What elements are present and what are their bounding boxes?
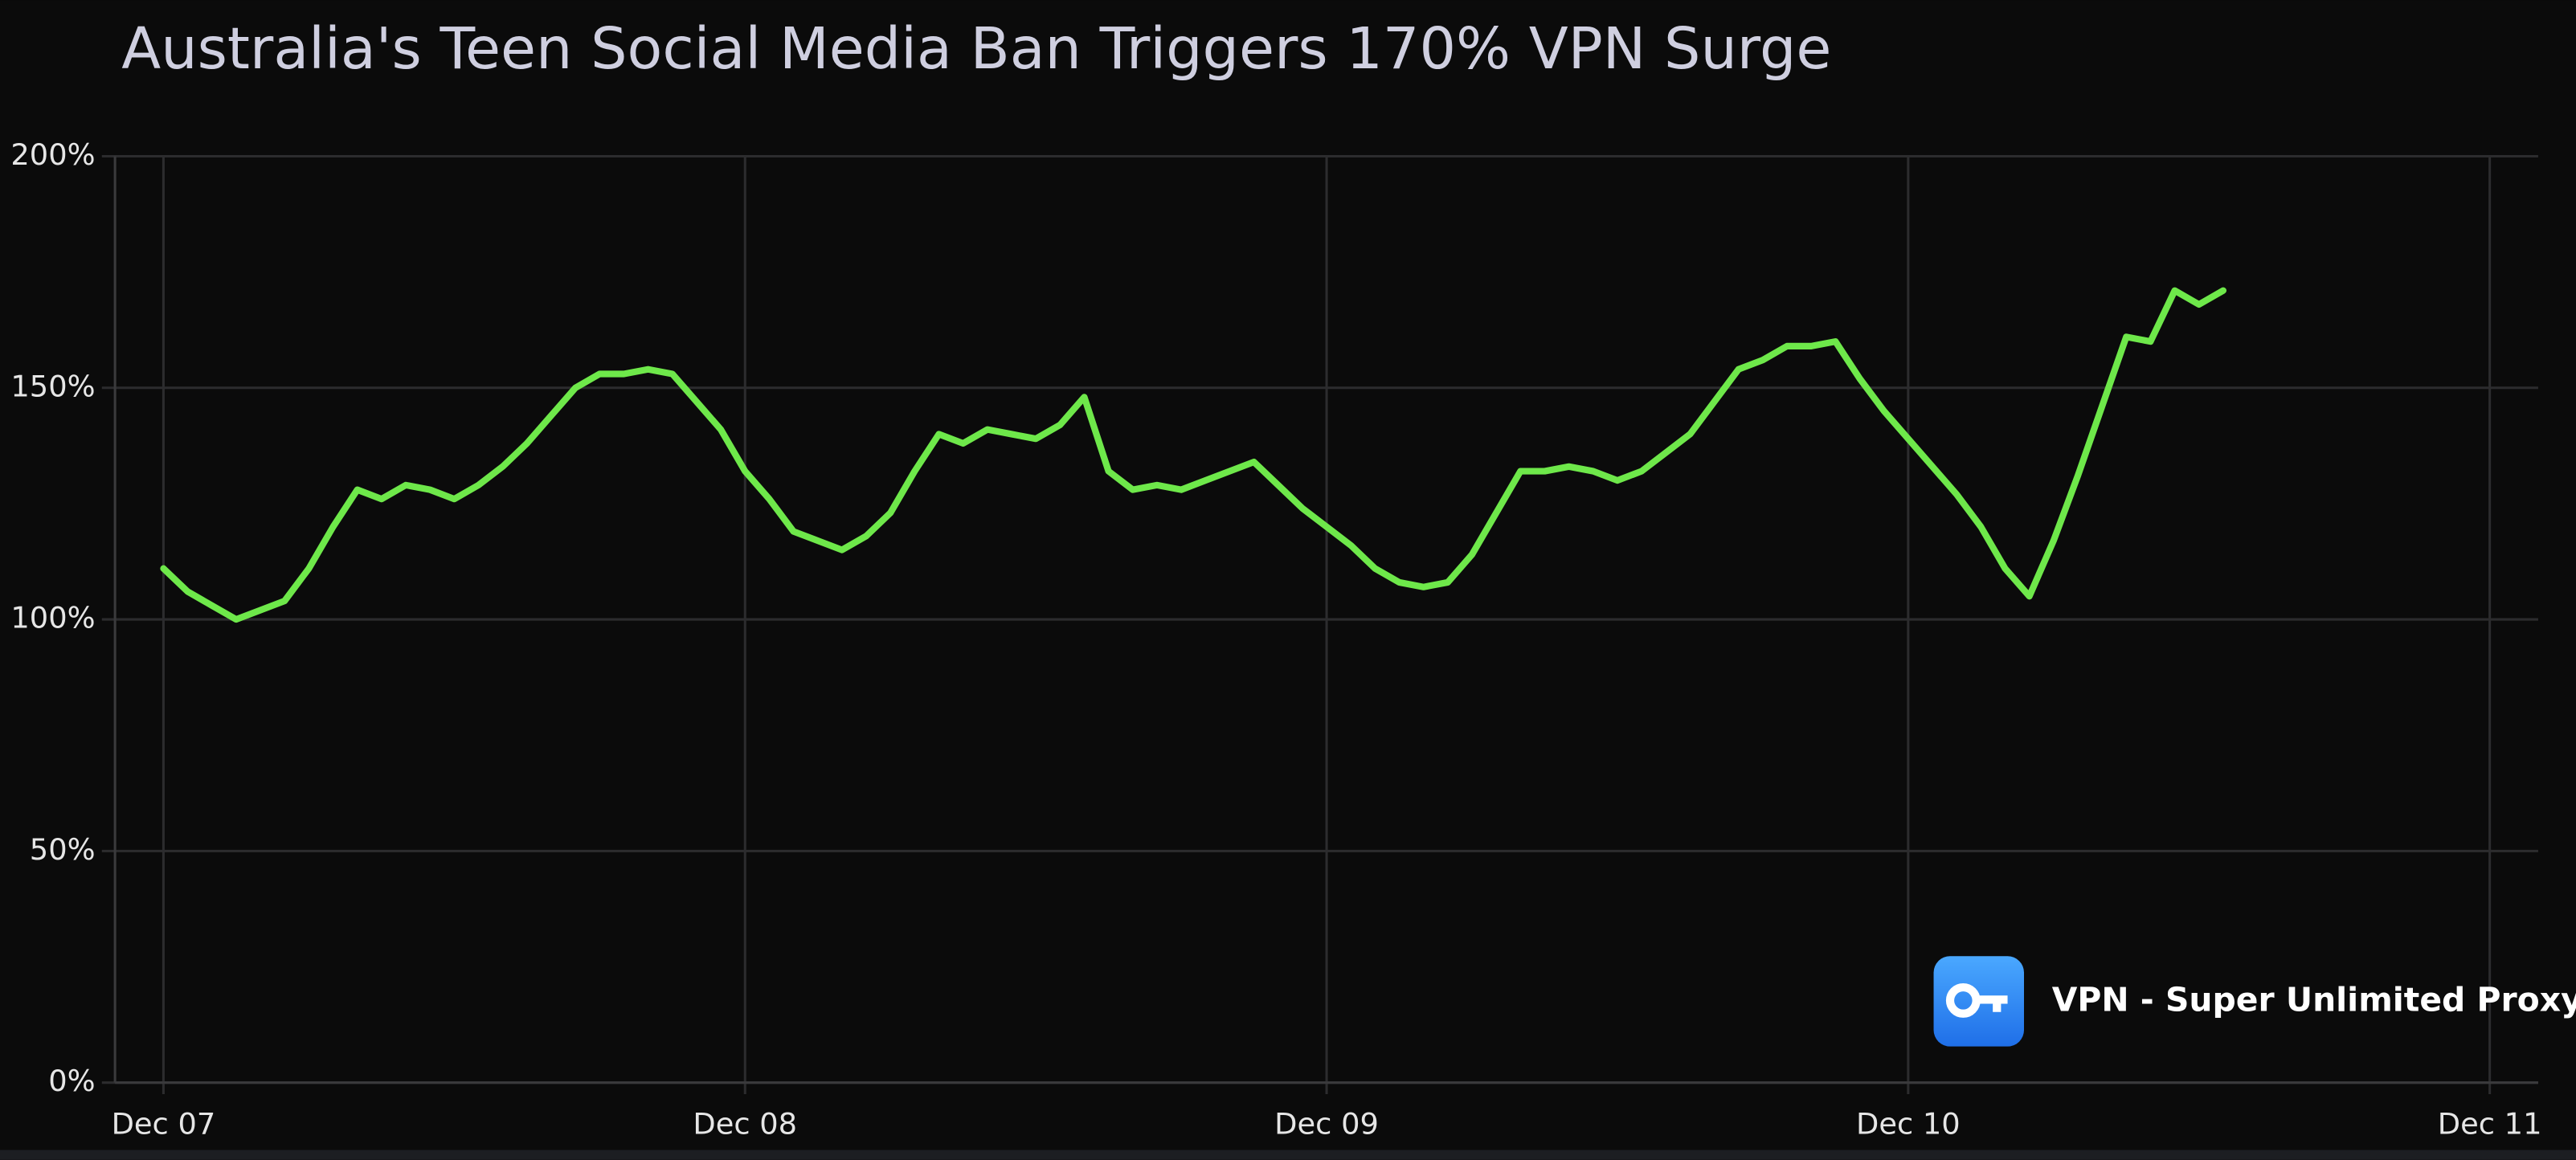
x-tick-label: Dec 07 — [112, 1106, 216, 1141]
y-tick-label: 0% — [48, 1064, 95, 1098]
plot — [160, 287, 2227, 623]
y-tick-label: 100% — [10, 601, 95, 635]
badge-label: VPN - Super Unlimited Proxy — [2052, 980, 2576, 1019]
y-tick-label: 200% — [10, 137, 95, 172]
data-line — [160, 287, 2227, 623]
x-tick-label: Dec 09 — [1274, 1106, 1379, 1141]
chart-title: Australia's Teen Social Media Ban Trigge… — [121, 15, 1831, 82]
y-tick-label: 150% — [10, 369, 95, 403]
key-icon — [1976, 995, 2008, 1012]
x-tick-label: Dec 11 — [2438, 1106, 2542, 1141]
x-tick-label: Dec 10 — [1856, 1106, 1961, 1141]
badge: VPN - Super Unlimited Proxy — [1933, 956, 2576, 1047]
x-tick-label: Dec 08 — [693, 1106, 797, 1141]
grid: 0% 50% 100% 150% 200% Dec 07 Dec 08 Dec 09 Dec 1… — [10, 137, 2541, 1141]
bottom-strip — [0, 1150, 2576, 1160]
y-tick-label: 50% — [30, 832, 96, 867]
